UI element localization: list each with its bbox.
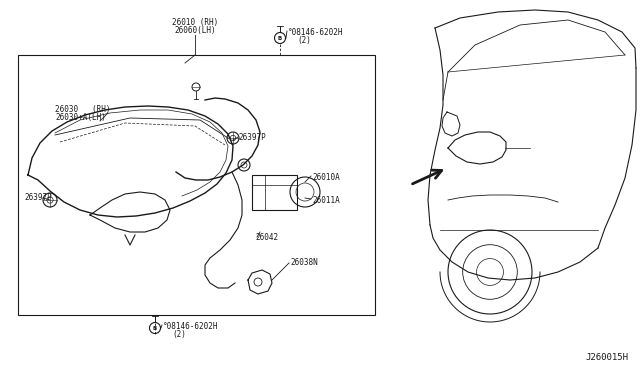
Text: 26030+A(LH): 26030+A(LH): [55, 113, 106, 122]
Text: 26038N: 26038N: [290, 258, 317, 267]
Text: 26011A: 26011A: [312, 196, 340, 205]
Text: J260015H: J260015H: [585, 353, 628, 362]
Text: (2): (2): [297, 36, 311, 45]
Text: 26010 (RH): 26010 (RH): [172, 18, 218, 27]
Text: 26060(LH): 26060(LH): [174, 26, 216, 35]
Bar: [18, 55, 375, 315]
Text: °08146-6202H: °08146-6202H: [163, 322, 218, 331]
Text: 26397P: 26397P: [24, 193, 52, 202]
Text: B: B: [278, 35, 282, 41]
Text: (2): (2): [172, 330, 186, 339]
Bar: [252, 175, 297, 210]
Text: 26042: 26042: [255, 233, 278, 242]
Text: B: B: [153, 326, 157, 330]
Text: 26397P: 26397P: [238, 133, 266, 142]
Text: 26010A: 26010A: [312, 173, 340, 182]
Text: °08146-6202H: °08146-6202H: [288, 28, 344, 37]
Text: 26030   (RH): 26030 (RH): [55, 105, 111, 114]
